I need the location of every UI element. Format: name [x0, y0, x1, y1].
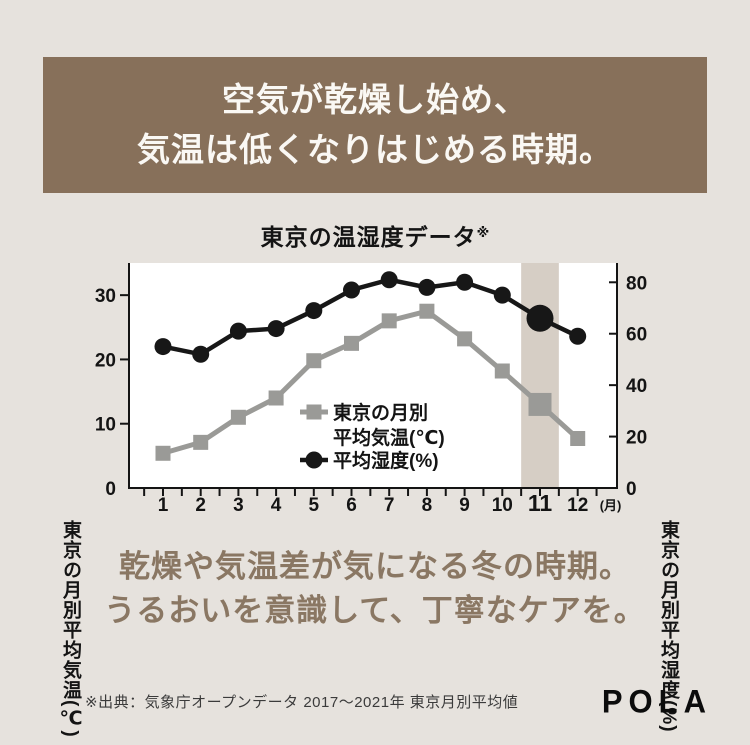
header-line-2: 気温は低くなりはじめる時期。: [137, 131, 613, 168]
svg-text:1: 1: [158, 495, 169, 516]
svg-text:11: 11: [528, 490, 553, 516]
svg-text:12: 12: [567, 495, 588, 516]
svg-text:80: 80: [626, 273, 647, 294]
humidity-series: [154, 271, 587, 363]
header-banner: 空気が乾燥し始め、 気温は低くなりはじめる時期。: [43, 57, 707, 193]
svg-text:(月): (月): [600, 498, 622, 513]
svg-text:10: 10: [95, 415, 116, 436]
svg-text:8: 8: [422, 495, 433, 516]
message-block: 乾燥や気温差が気になる冬の時期。 うるおいを意識して、丁寧なケアを。: [0, 545, 750, 633]
source-note: ※出典：気象庁オープンデータ 2017～2021年 東京月別平均値: [85, 694, 519, 711]
svg-text:40: 40: [626, 376, 647, 397]
highlight-band: [521, 263, 559, 488]
svg-text:9: 9: [459, 495, 470, 516]
svg-text:平均湿度(%): 平均湿度(%): [333, 449, 439, 472]
chart-title-text: 東京の温湿度データ: [260, 224, 477, 250]
right-axis-title: 東京の月別平均湿度(%): [658, 520, 679, 733]
message-line-2: うるおいを意識して、丁寧なケアを。: [104, 593, 646, 629]
svg-text:7: 7: [384, 495, 395, 516]
svg-text:3: 3: [233, 495, 244, 516]
left-axis-title: 東京の月別平均気温(℃): [60, 520, 81, 738]
svg-text:平均気温(℃): 平均気温(℃): [333, 426, 445, 449]
svg-text:10: 10: [492, 495, 513, 516]
chart-section: 東京の月別平均気温(℃) 東京の月別平均湿度(%) 0 10 20 30 0 20 40 60…: [0, 254, 750, 738]
pola-logo: POLA: [601, 683, 712, 720]
svg-text:20: 20: [95, 350, 116, 371]
right-y-axis-labels: 0 20 40 60 80: [626, 273, 647, 500]
temperature-series: [155, 303, 586, 461]
chart-title: 東京の温湿度データ※: [0, 218, 750, 252]
message-line-1: 乾燥や気温差が気になる冬の時期。: [119, 549, 631, 584]
svg-text:4: 4: [271, 495, 282, 516]
header-line-1: 空気が乾燥し始め、: [222, 80, 528, 118]
svg-text:6: 6: [346, 495, 357, 516]
svg-text:60: 60: [626, 325, 647, 346]
reference-mark-icon: ※: [476, 225, 490, 240]
axes: [120, 263, 618, 496]
svg-text:2: 2: [195, 495, 206, 516]
svg-text:30: 30: [95, 286, 116, 307]
svg-text:0: 0: [626, 479, 637, 500]
svg-text:5: 5: [309, 495, 320, 516]
x-axis-labels: 1 2 3 4 5 6 7 8 9 10 11 12 (月): [158, 490, 622, 516]
svg-text:0: 0: [105, 479, 116, 500]
svg-text:20: 20: [626, 428, 647, 449]
legend: 東京の月別平均気温(℃)平均湿度(%): [300, 401, 445, 472]
svg-text:東京の月別: 東京の月別: [333, 401, 428, 424]
left-y-axis-labels: 0 10 20 30: [95, 286, 116, 500]
